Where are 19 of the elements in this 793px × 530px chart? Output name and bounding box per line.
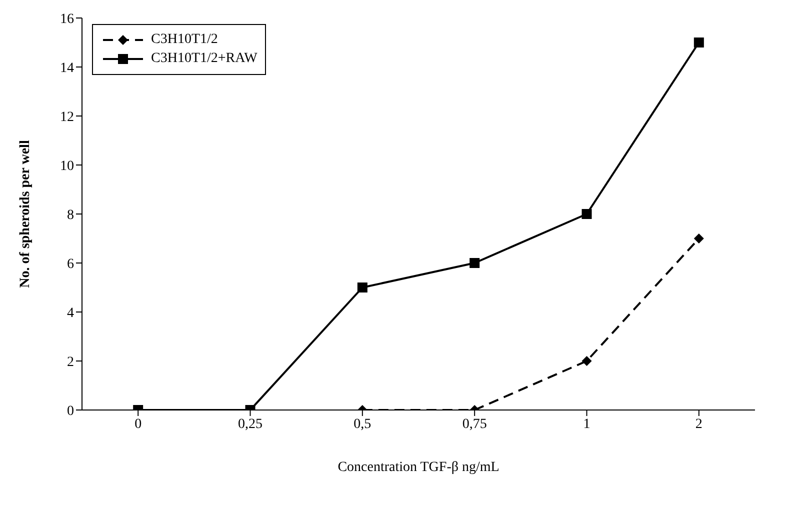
x-tick-label: 1 <box>583 416 590 432</box>
y-axis-title: No. of spheroids per well <box>18 140 34 288</box>
x-axis-title: Concentration TGF-β ng/mL <box>338 460 500 475</box>
y-tick-label: 2 <box>67 354 74 370</box>
y-tick-label: 4 <box>67 306 74 321</box>
y-tick-label: 8 <box>67 208 74 223</box>
x-tick-label: 0,5 <box>354 416 372 432</box>
y-tick-label: 6 <box>67 256 74 272</box>
y-tick-label: 14 <box>60 60 74 76</box>
x-tick-label: 0 <box>134 416 142 432</box>
x-tick-label: 0,25 <box>238 416 262 432</box>
x-tick-label: 2 <box>695 416 702 432</box>
legend-label: C3H10T1/2 <box>151 32 218 48</box>
x-tick-label: 0,75 <box>462 416 487 432</box>
y-tick-label: 10 <box>60 158 74 174</box>
y-tick-label: 12 <box>60 110 74 125</box>
y-tick-label: 0 <box>67 404 74 419</box>
y-tick-label: 16 <box>60 12 74 27</box>
legend-label: C3H10T1/2+RAW <box>151 51 258 67</box>
